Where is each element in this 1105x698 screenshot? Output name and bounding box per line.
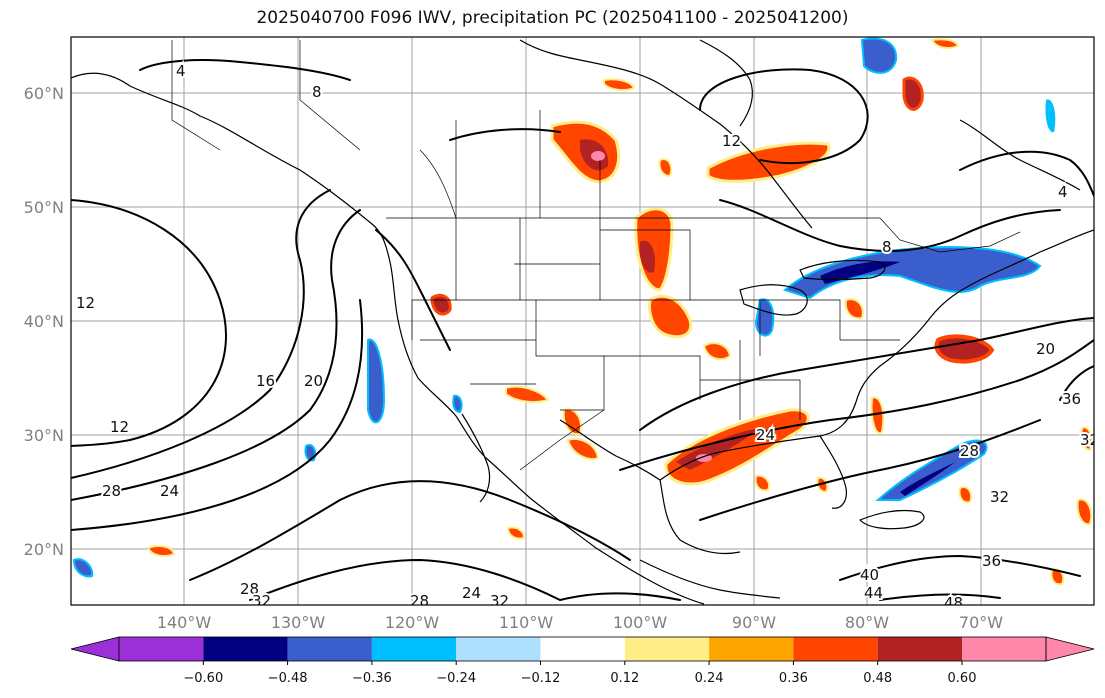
colorbar-bin-6 <box>540 637 625 661</box>
contour-label-4b: 4 <box>1058 183 1068 201</box>
contour-label-32d: 32 <box>1080 431 1099 449</box>
contour-label-16: 16 <box>256 372 275 390</box>
longitude-labels: 140°W 130°W 120°W 110°W 100°W 90°W 80°W … <box>157 613 1003 632</box>
contour-label-28: 28 <box>102 482 121 500</box>
contour-label-28c: 28 <box>960 442 979 460</box>
colorbar-bin-8 <box>709 637 794 661</box>
precip-negative-areas <box>72 37 1056 578</box>
iwv-contour-labels: 4 4 8 8 12 12 12 16 20 20 24 24 24 28 28… <box>74 60 1099 612</box>
contour-label-32: 32 <box>252 592 271 610</box>
contour-label-12c: 12 <box>76 294 95 312</box>
colorbar-tick-10: 0.60 <box>948 671 977 686</box>
lon-label-110: 110°W <box>499 613 554 632</box>
contour-label-32b: 32 <box>490 592 509 610</box>
colorbar-tick-8: 0.36 <box>779 671 808 686</box>
contour-label-20b: 20 <box>1036 340 1055 358</box>
colorbar-tick-5: −0.12 <box>521 671 561 686</box>
contour-label-36: 36 <box>982 552 1001 570</box>
map-title: 2025040700 F096 IWV, precipitation PC (2… <box>256 8 849 28</box>
lat-label-50: 50°N <box>24 198 64 217</box>
colorbar-bin-1 <box>119 637 204 661</box>
contour-label-24c: 24 <box>756 426 775 444</box>
political-borders <box>171 40 1021 471</box>
lat-label-60: 60°N <box>24 84 64 103</box>
contour-label-4: 4 <box>176 62 186 80</box>
colorbar-tick-9: 0.48 <box>863 671 892 686</box>
contour-label-12: 12 <box>722 132 741 150</box>
colorbar-bin-11 <box>962 637 1046 661</box>
contour-label-12b: 12 <box>110 418 129 436</box>
contour-label-40: 40 <box>860 566 879 584</box>
lon-label-90: 90°W <box>732 613 776 632</box>
map-panel: 4 4 8 8 12 12 12 16 20 20 24 24 24 28 28… <box>71 37 1099 612</box>
iwv-contours <box>71 59 1094 601</box>
colorbar-bin-5 <box>456 637 541 661</box>
lon-label-120: 120°W <box>385 613 440 632</box>
colorbar-tick-1: −0.60 <box>183 671 223 686</box>
colorbar-bin-4 <box>371 637 457 661</box>
lon-label-100: 100°W <box>613 613 668 632</box>
colorbar-bin-9 <box>793 637 878 661</box>
colorbar-bin-10 <box>877 637 962 661</box>
colorbar-max-extension <box>1045 636 1095 662</box>
lon-label-70: 70°W <box>959 613 1003 632</box>
colorbar-bin-2 <box>203 637 288 661</box>
lon-label-130: 130°W <box>271 613 326 632</box>
contour-label-28d: 28 <box>410 592 429 610</box>
lat-label-30: 30°N <box>24 426 64 445</box>
contour-label-48: 48 <box>944 594 963 612</box>
contour-label-8b: 8 <box>882 238 892 256</box>
map-frame <box>70 36 1095 606</box>
precip-positive-areas <box>146 38 1093 586</box>
colorbar-bin-3 <box>287 637 372 661</box>
colorbar-tick-2: −0.48 <box>268 671 308 686</box>
colorbar-tick-4: −0.24 <box>436 671 476 686</box>
colorbar-tick-7: 0.24 <box>695 671 724 686</box>
colorbar-min-extension <box>70 636 120 662</box>
lat-label-20: 20°N <box>24 540 64 559</box>
contour-label-24b: 24 <box>462 584 481 602</box>
lon-label-80: 80°W <box>845 613 889 632</box>
contour-label-36b: 36 <box>1062 390 1081 408</box>
colorbar-tick-6: 0.12 <box>610 671 639 686</box>
lon-label-140: 140°W <box>157 613 212 632</box>
contour-label-20: 20 <box>304 372 323 390</box>
lat-label-40: 40°N <box>24 312 64 331</box>
contour-label-8: 8 <box>312 83 322 101</box>
colorbar: −0.60 −0.48 −0.36 −0.24 −0.12 0.12 0.24 … <box>70 636 1095 686</box>
contour-label-44: 44 <box>864 584 883 602</box>
colorbar-tick-3: −0.36 <box>352 671 392 686</box>
contour-label-28b: 28 <box>240 580 259 598</box>
colorbar-bin-7 <box>624 637 710 661</box>
latitude-labels: 60°N 50°N 40°N 30°N 20°N <box>24 84 64 559</box>
coastlines <box>71 39 1094 605</box>
contour-label-24: 24 <box>160 482 179 500</box>
contour-label-32c: 32 <box>990 488 1009 506</box>
